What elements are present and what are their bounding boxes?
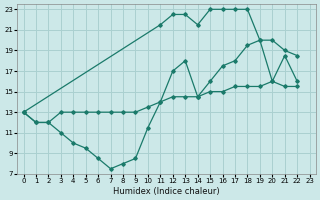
X-axis label: Humidex (Indice chaleur): Humidex (Indice chaleur) [113,187,220,196]
